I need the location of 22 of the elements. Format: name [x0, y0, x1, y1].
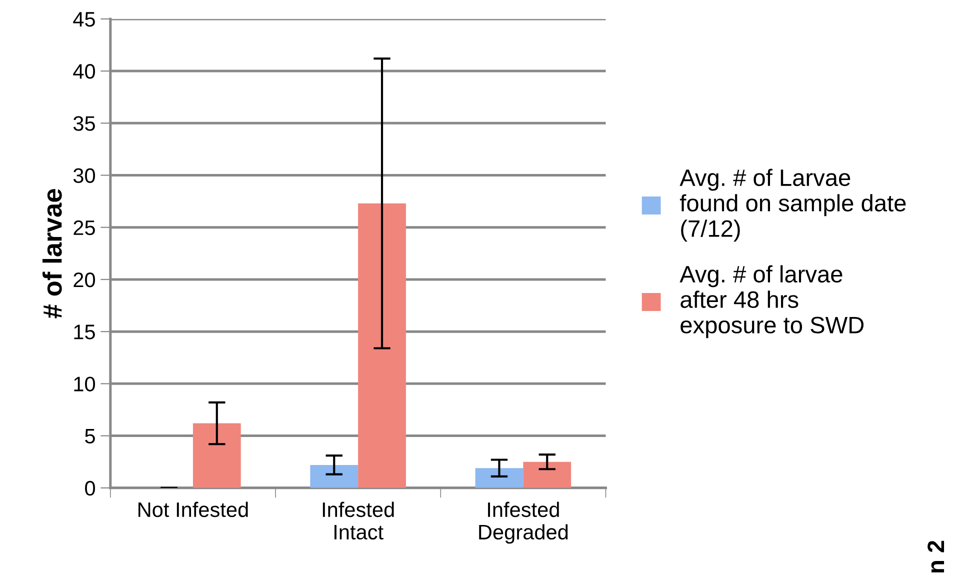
- y-tick-label: 40: [73, 64, 96, 79]
- bar: [523, 462, 572, 488]
- y-tick-label: 20: [74, 272, 96, 288]
- legend-label: Avg. # of larvae after 48 hrs exposure to SWD: [680, 265, 864, 338]
- x-tick-label: Not Infested: [138, 502, 248, 518]
- y-tick-label: 25: [74, 220, 95, 236]
- bar: [192, 423, 241, 488]
- bar: [310, 464, 358, 488]
- y-tick-label: 0: [85, 480, 96, 496]
- bar: [358, 203, 406, 488]
- text: n 2: [928, 540, 944, 572]
- y-tick-label: 30: [73, 168, 96, 184]
- x-tick-label: Infested Intact: [322, 502, 394, 540]
- y-tick-label: 45: [73, 12, 95, 27]
- y-tick-label: 35: [73, 116, 95, 131]
- y-axis-title: # of larvae: [42, 189, 62, 318]
- x-tick-label: Infested Degraded: [479, 502, 568, 544]
- y-tick-label: 10: [74, 376, 96, 392]
- y-tick-label: 5: [85, 429, 95, 444]
- y-tick-label: 15: [74, 324, 95, 340]
- bar: [475, 468, 524, 488]
- legend-label: Avg. # of Larvae found on sample date (7/12): [680, 168, 906, 242]
